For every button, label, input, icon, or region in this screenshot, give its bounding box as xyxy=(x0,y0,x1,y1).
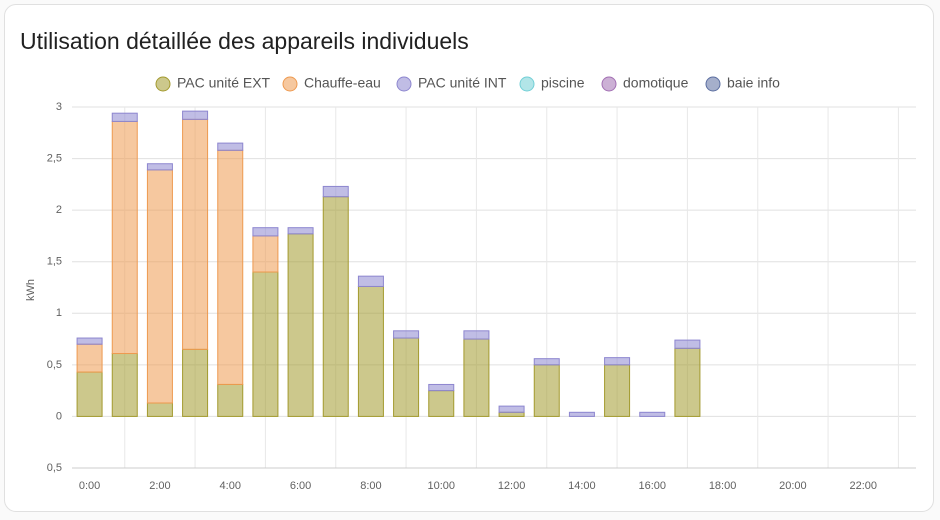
bar-segment xyxy=(287,227,314,235)
bar-segment xyxy=(76,337,103,345)
bar-segment xyxy=(393,330,420,339)
bar-segment xyxy=(217,142,244,151)
bar-segment xyxy=(357,275,384,287)
y-tick-label: 2,5 xyxy=(47,152,62,164)
bar-segment xyxy=(252,235,279,273)
legend-swatch xyxy=(601,76,617,92)
x-tick-label: 2:00 xyxy=(149,480,170,492)
legend-swatch xyxy=(396,76,412,92)
x-tick-label: 8:00 xyxy=(360,480,381,492)
bar-segment xyxy=(463,338,490,417)
bar-segment xyxy=(182,348,209,417)
x-tick-label: 0:00 xyxy=(79,480,100,492)
legend-label: PAC unité EXT xyxy=(177,75,271,91)
bar-segment xyxy=(604,357,631,366)
x-tick-label: 16:00 xyxy=(638,480,666,492)
y-tick-label: 0 xyxy=(56,410,62,422)
x-tick-label: 10:00 xyxy=(427,480,455,492)
legend-swatch xyxy=(519,76,535,92)
bar-segment xyxy=(357,285,384,417)
bar-segment xyxy=(568,411,595,417)
bar-segment xyxy=(674,347,701,417)
bar-segment xyxy=(217,149,244,385)
legend-swatch xyxy=(282,76,298,92)
legend-label: Chauffe-eau xyxy=(304,75,381,91)
bar-segment xyxy=(76,343,103,373)
chart-title: Utilisation détaillée des appareils indi… xyxy=(20,28,469,54)
bar-segment xyxy=(393,337,420,417)
bar-segment xyxy=(674,339,701,349)
y-tick-label: 2 xyxy=(56,204,62,216)
bar-segment xyxy=(252,271,279,417)
bar-segment xyxy=(498,411,525,417)
bar-segment xyxy=(533,364,560,417)
bar-segment xyxy=(111,353,138,417)
y-tick-label: 0,5 xyxy=(47,462,62,474)
y-tick-label: 3 xyxy=(56,101,62,113)
legend-label: domotique xyxy=(623,75,689,91)
bar-segment xyxy=(146,402,173,417)
legend-label: baie info xyxy=(727,75,780,91)
bar-segment xyxy=(182,110,209,120)
bar-segment xyxy=(428,390,455,417)
bar-segment xyxy=(146,169,173,404)
bar-segment xyxy=(287,233,314,417)
bar-segment xyxy=(146,163,173,171)
legend-label: PAC unité INT xyxy=(418,75,507,91)
y-axis-label: kWh xyxy=(25,279,37,301)
bar-segment xyxy=(322,196,349,417)
x-tick-label: 20:00 xyxy=(779,480,807,492)
x-tick-label: 4:00 xyxy=(220,480,241,492)
x-tick-label: 6:00 xyxy=(290,480,311,492)
bar-segment xyxy=(463,330,490,340)
x-tick-label: 12:00 xyxy=(498,480,526,492)
legend-swatch xyxy=(155,76,171,92)
bar-segment xyxy=(182,118,209,350)
bar-segment xyxy=(111,112,138,122)
bar-segment xyxy=(533,358,560,366)
bar-segment xyxy=(111,120,138,355)
bar-segment xyxy=(322,185,349,198)
x-tick-label: 22:00 xyxy=(849,480,877,492)
bar-segment xyxy=(76,371,103,417)
x-tick-label: 18:00 xyxy=(709,480,737,492)
y-tick-label: 1 xyxy=(56,307,62,319)
bar-segment xyxy=(639,411,666,417)
bar-segment xyxy=(428,383,455,392)
x-tick-label: 14:00 xyxy=(568,480,596,492)
legend-label: piscine xyxy=(541,75,585,91)
bar-segment xyxy=(252,227,279,237)
y-tick-label: 1,5 xyxy=(47,256,62,268)
bar-segment xyxy=(604,364,631,417)
y-tick-label: 0,5 xyxy=(47,359,62,371)
bar-segment xyxy=(217,383,244,417)
bar-segment xyxy=(498,405,525,413)
legend-swatch xyxy=(705,76,721,92)
